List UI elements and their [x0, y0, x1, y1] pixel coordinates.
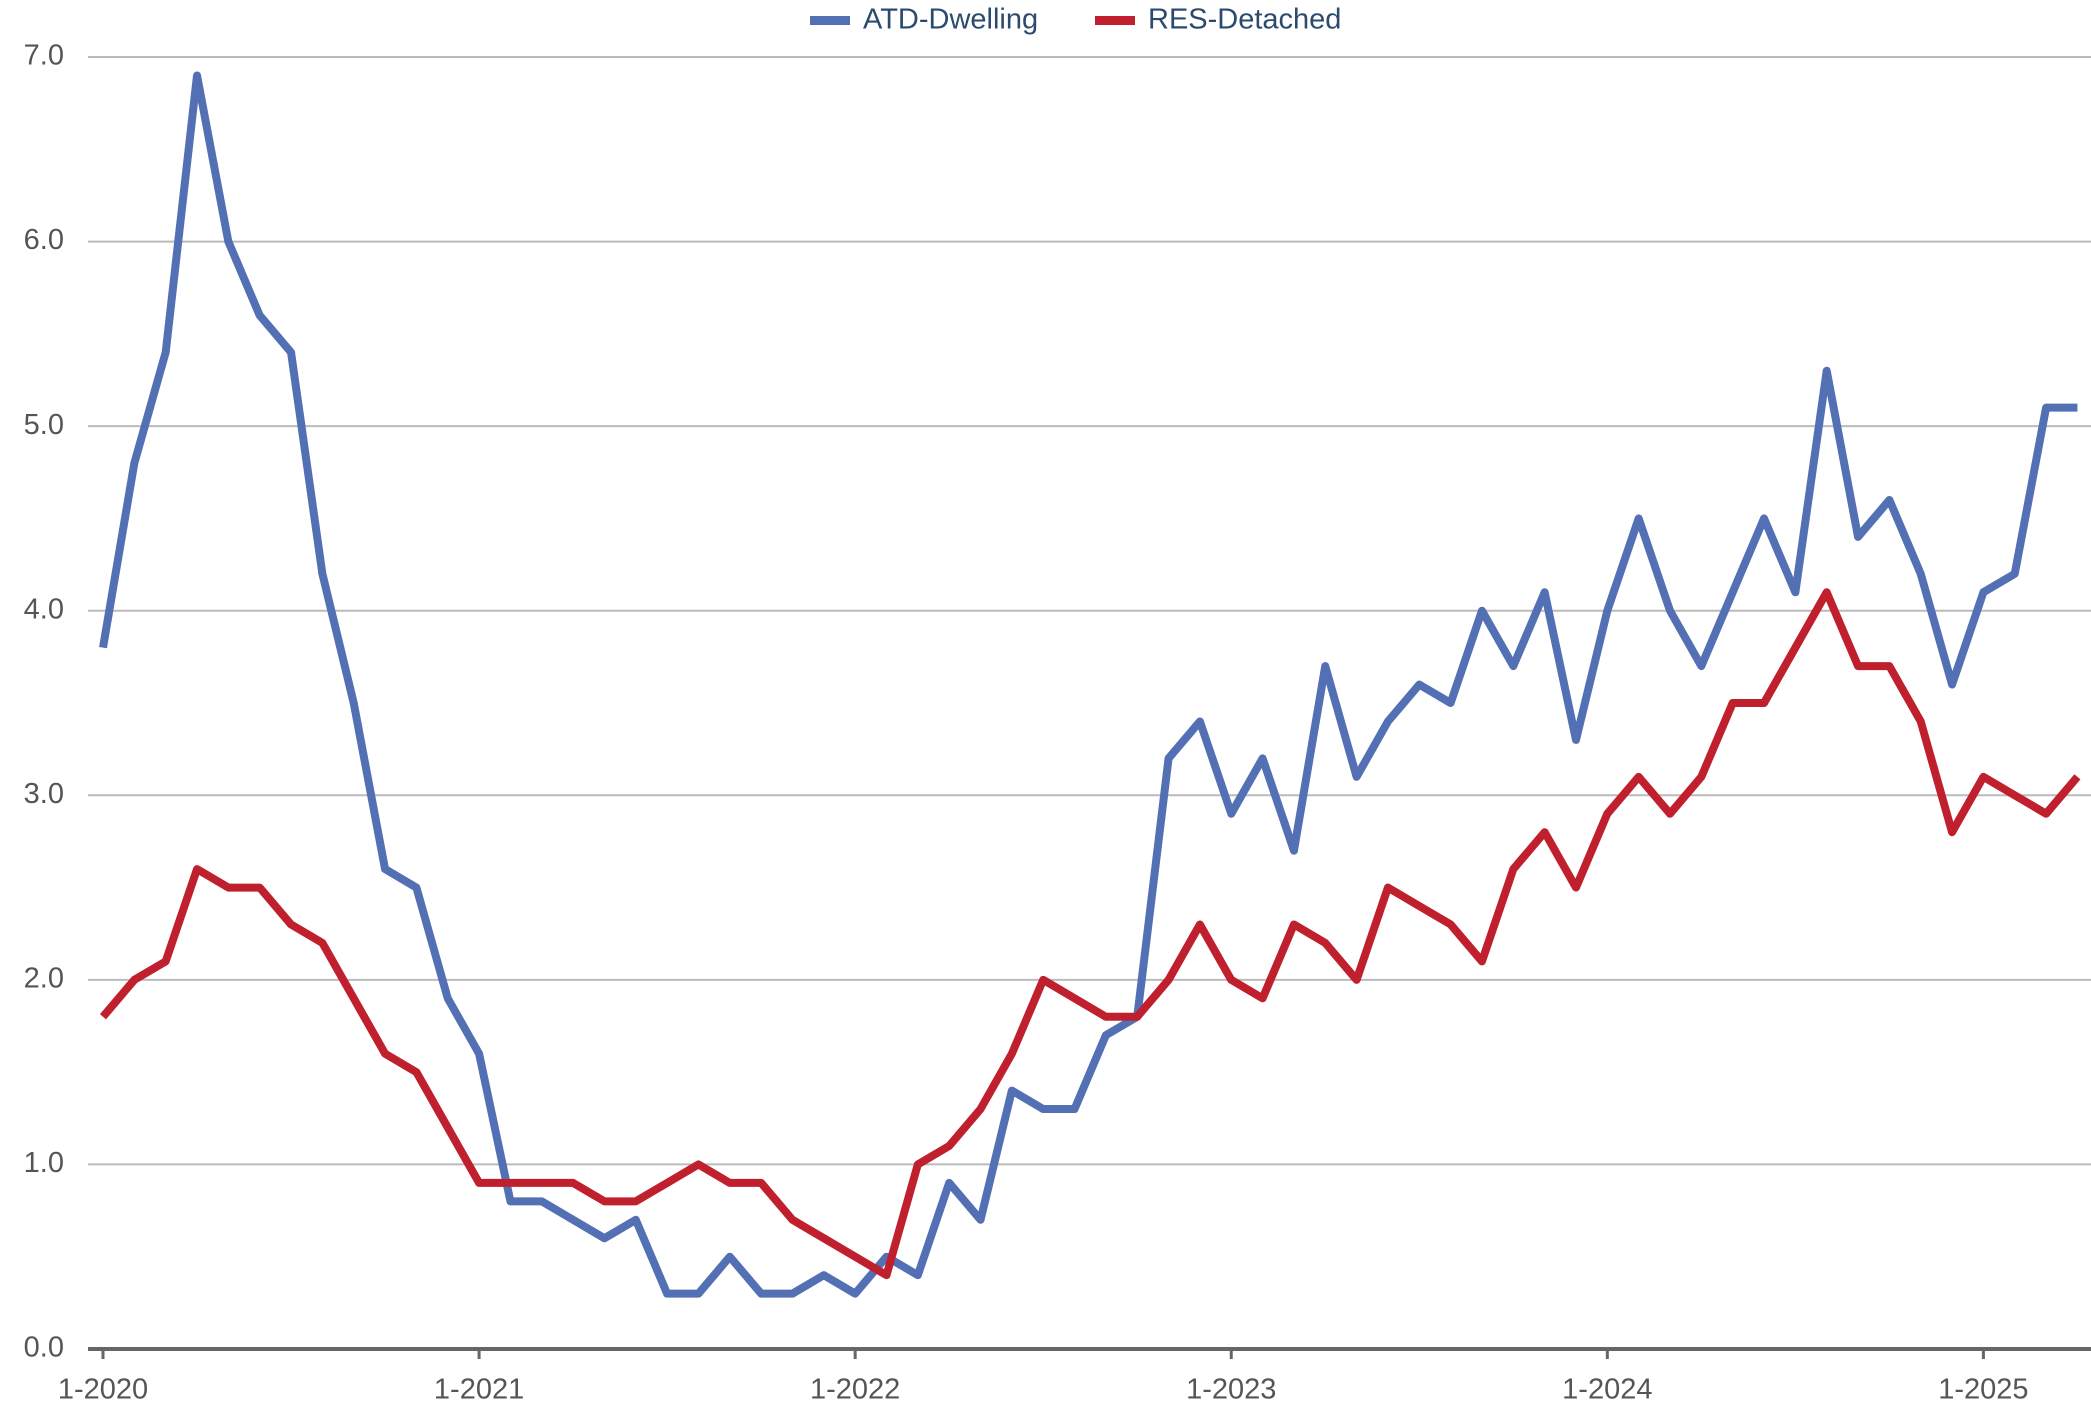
x-tick-label: 1-2023 [1186, 1374, 1276, 1406]
y-tick-label: 4.0 [24, 593, 64, 625]
data-line [99, 588, 2081, 1280]
x-tick-label: 1-2020 [58, 1374, 148, 1406]
x-tick-label: 1-2024 [1562, 1374, 1652, 1406]
y-tick-label: 7.0 [24, 40, 64, 72]
y-tick-label: 0.0 [24, 1332, 64, 1364]
x-tick-label: 1-2025 [1938, 1374, 2028, 1406]
legend-label: RES-Detached [1148, 4, 1341, 36]
legend-label: ATD-Dwelling [863, 4, 1038, 36]
x-tick-label: 1-2021 [434, 1374, 524, 1406]
data-line [99, 71, 2078, 1298]
y-tick-label: 3.0 [24, 778, 64, 810]
y-tick-label: 1.0 [24, 1147, 64, 1179]
y-tick-label: 6.0 [24, 224, 64, 256]
y-tick-label: 5.0 [24, 409, 64, 441]
x-tick-label: 1-2022 [810, 1374, 900, 1406]
y-tick-label: 2.0 [24, 963, 64, 995]
legend-swatch [810, 16, 850, 25]
legend-swatch [1095, 16, 1135, 25]
